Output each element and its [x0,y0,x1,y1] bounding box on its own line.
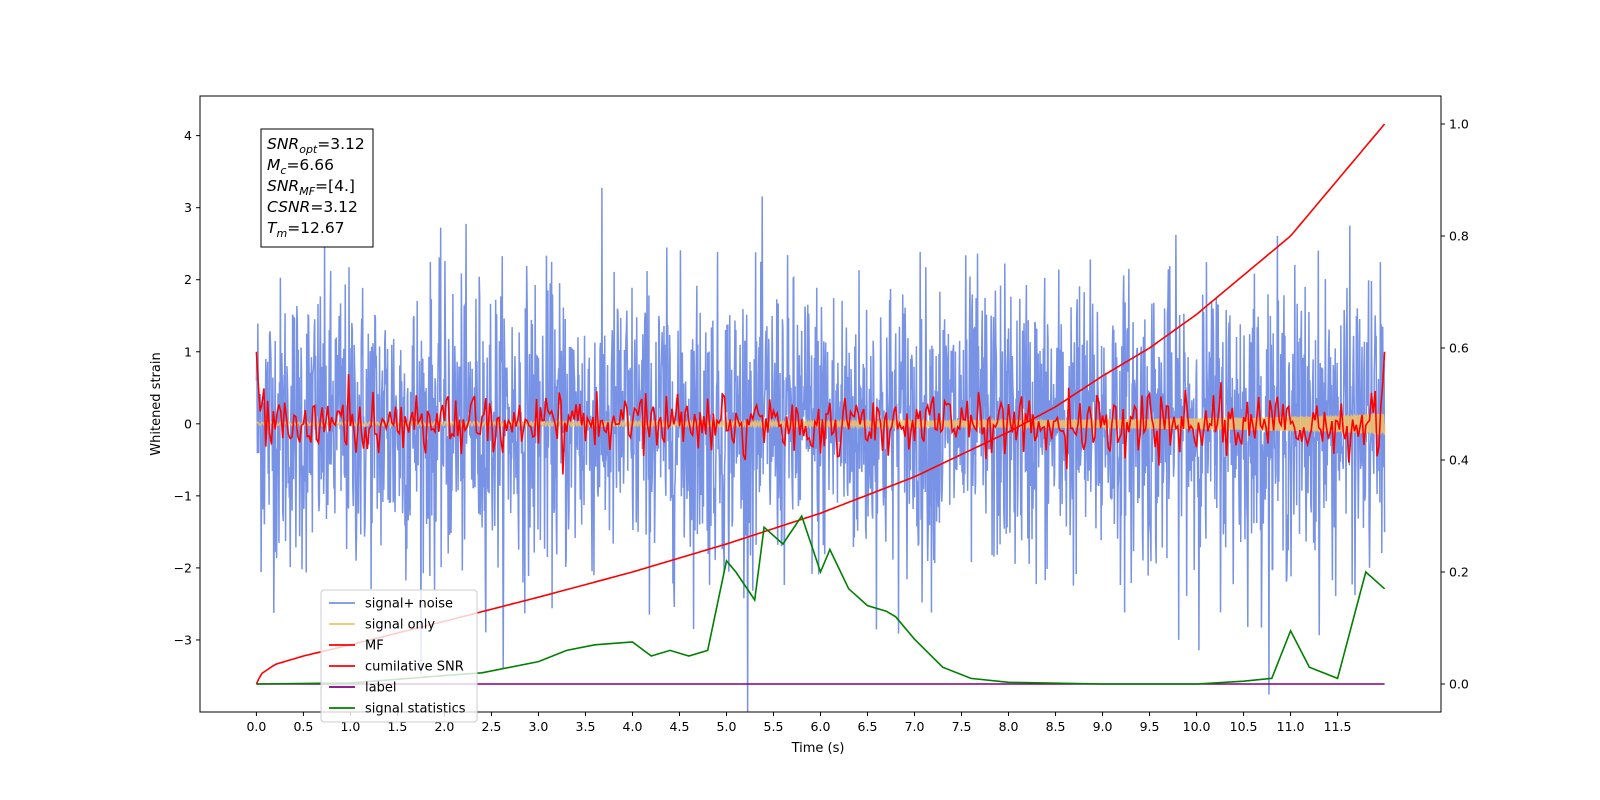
x-tick-label: 0.0 [246,719,266,734]
x-tick-label: 11.0 [1277,719,1305,734]
legend-label: MF [365,639,384,654]
x-tick-label: 7.5 [952,719,972,734]
y-right-tick-label: 1.0 [1449,117,1469,132]
x-tick-label: 5.5 [764,719,784,734]
y-right-tick-label: 0.2 [1449,565,1469,580]
annotation-line: CSNR=3.12 [267,198,358,216]
y-axis-title: Whitened strain [149,352,164,455]
x-tick-label: 3.5 [576,719,596,734]
series-mf-line [255,351,1386,475]
legend-label: signal+ noise [365,597,453,612]
legend-label: signal only [365,618,435,633]
y-axis-left: 4 3 2 1 0 −1 −2 −3 [174,128,200,647]
series-signal-noise-line [255,187,1386,712]
annotation-frame [260,128,374,248]
y-axis-right: 1.0 0.8 0.6 0.4 0.2 0.0 [1441,117,1469,692]
x-tick-label: 11.5 [1324,719,1352,734]
x-tick-label: 4.5 [670,719,690,734]
annotation-line: Tm=12.67 [267,219,345,240]
x-tick-label: 8.0 [999,719,1019,734]
y-left-tick-label: 2 [184,272,192,287]
x-tick-label: 3.0 [529,719,549,734]
x-tick-label: 2.5 [482,719,502,734]
y-right-tick-label: 0.8 [1449,229,1469,244]
legend: signal+ noise signal only MF cumilative SNR… [320,589,478,723]
y-right-tick-label: 0.0 [1449,677,1469,692]
x-tick-label: 7.0 [905,719,925,734]
annotation-line: Mc=6.66 [267,156,334,177]
x-tick-label: 9.5 [1140,719,1160,734]
y-left-tick-label: 0 [184,416,192,431]
x-axis: 0.0 0.5 1.0 1.5 2.0 2.5 3.0 3.5 4.0 4.5 5.0 5.5 6.0 6… [246,712,1352,734]
legend-label: label [365,681,396,696]
y-left-tick-label: −2 [174,560,192,575]
y-left-tick-label: −3 [174,632,192,647]
y-right-tick-label: 0.4 [1449,453,1469,468]
y-left-tick-label: 1 [184,344,192,359]
legend-label: signal statistics [365,702,466,717]
series-signal-statistics-line [256,514,1386,685]
y-right-tick-label: 0.6 [1449,341,1469,356]
legend-frame [320,589,478,723]
x-tick-label: 5.0 [717,719,737,734]
x-tick-label: 4.0 [623,719,643,734]
x-tick-label: 6.5 [858,719,878,734]
x-tick-label: 1.0 [340,719,360,734]
x-tick-label: 10.0 [1183,719,1211,734]
x-tick-label: 8.5 [1046,719,1066,734]
x-axis-title: Time (s) [791,741,845,756]
x-tick-label: 6.0 [811,719,831,734]
annotation-line: SNRMF=[4.] [267,177,355,198]
x-tick-label: 0.5 [293,719,313,734]
x-tick-label: 10.5 [1230,719,1258,734]
y-left-tick-label: −1 [174,488,192,503]
y-left-tick-label: 4 [184,128,192,143]
legend-label: cumilative SNR [365,660,464,675]
annotation-line: SNRopt=3.12 [267,135,365,156]
x-tick-label: 1.5 [387,719,407,734]
y-left-tick-label: 3 [184,200,192,215]
x-tick-label: 9.0 [1093,719,1113,734]
series-signal-only-line [255,413,1386,435]
x-tick-label: 2.0 [434,719,454,734]
